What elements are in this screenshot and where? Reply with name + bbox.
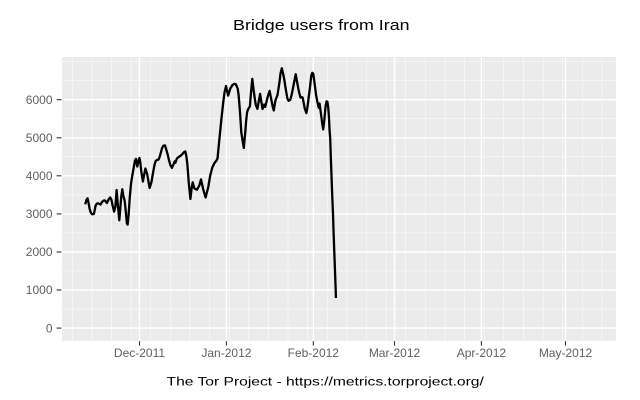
svg-text:5000: 5000 xyxy=(26,131,53,145)
svg-text:2000: 2000 xyxy=(26,245,53,259)
svg-text:Mar-2012: Mar-2012 xyxy=(369,346,421,360)
svg-text:0: 0 xyxy=(46,321,53,335)
svg-text:Jan-2012: Jan-2012 xyxy=(201,346,251,360)
svg-text:Bridge users from Iran: Bridge users from Iran xyxy=(233,18,410,34)
svg-text:Apr-2012: Apr-2012 xyxy=(457,346,507,360)
svg-text:3000: 3000 xyxy=(26,207,53,221)
svg-text:The Tor Project - https://metr: The Tor Project - https://metrics.torpro… xyxy=(167,375,485,389)
svg-text:May-2012: May-2012 xyxy=(539,346,593,360)
svg-text:6000: 6000 xyxy=(26,93,53,107)
svg-text:Dec-2011: Dec-2011 xyxy=(114,346,165,360)
svg-text:1000: 1000 xyxy=(26,283,53,297)
svg-text:4000: 4000 xyxy=(26,169,53,183)
svg-text:Feb-2012: Feb-2012 xyxy=(288,346,340,360)
